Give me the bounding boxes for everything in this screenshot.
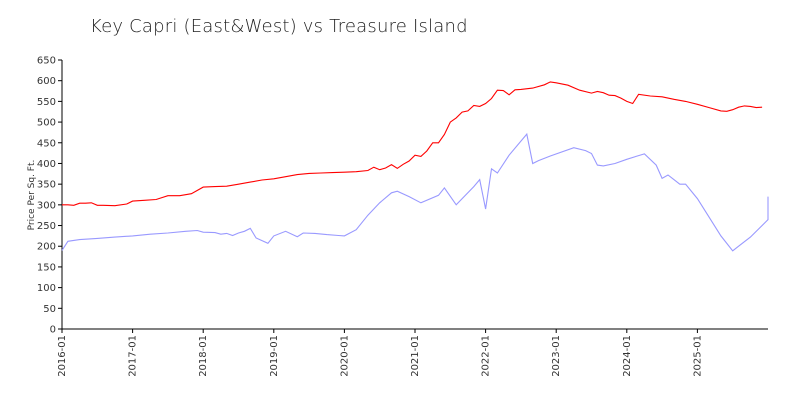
x-tick-label: 2023-01	[551, 335, 562, 377]
x-tick-label: 2019-01	[269, 335, 280, 377]
y-tick-label: 300	[37, 200, 56, 211]
y-axis-title: Price Per Sq. Ft.	[27, 160, 37, 231]
series-2-line	[61, 132, 769, 252]
x-tick-label: 2018-01	[198, 335, 209, 377]
series-layer	[61, 81, 769, 252]
chart-title: Key Capri (East&West) vs Treasure Island	[90, 16, 468, 37]
y-tick-label: 100	[37, 283, 56, 294]
x-tick-label: 2016-01	[57, 335, 68, 377]
x-axis-ticks: 2016-01 2017-01 2018-01 2019-01 2020-01 2021-…	[57, 329, 703, 377]
y-tick-label: 0	[50, 325, 56, 336]
axes	[61, 60, 768, 330]
y-tick-label: 200	[37, 242, 56, 253]
y-tick-label: 550	[37, 97, 56, 108]
y-tick-label: 450	[37, 138, 56, 149]
y-tick-label: 400	[37, 159, 56, 170]
y-tick-label: 350	[37, 180, 56, 191]
x-tick-label: 2017-01	[128, 335, 139, 377]
y-tick-label: 250	[37, 221, 56, 232]
y-tick-label: 150	[37, 262, 56, 273]
x-tick-label: 2025-01	[692, 335, 703, 377]
y-tick-label: 600	[37, 76, 56, 87]
x-tick-label: 2022-01	[481, 335, 492, 377]
series-1-line	[62, 81, 763, 207]
x-tick-label: 2024-01	[622, 335, 633, 377]
y-tick-label: 500	[37, 118, 56, 129]
y-axis-ticks: 0 50 100 150 200 250 300 350 400 450 500 550 600 650	[37, 56, 62, 336]
x-tick-label: 2020-01	[339, 335, 350, 377]
y-tick-label: 50	[43, 304, 56, 315]
y-tick-label: 650	[37, 56, 56, 67]
x-tick-label: 2021-01	[410, 335, 421, 377]
